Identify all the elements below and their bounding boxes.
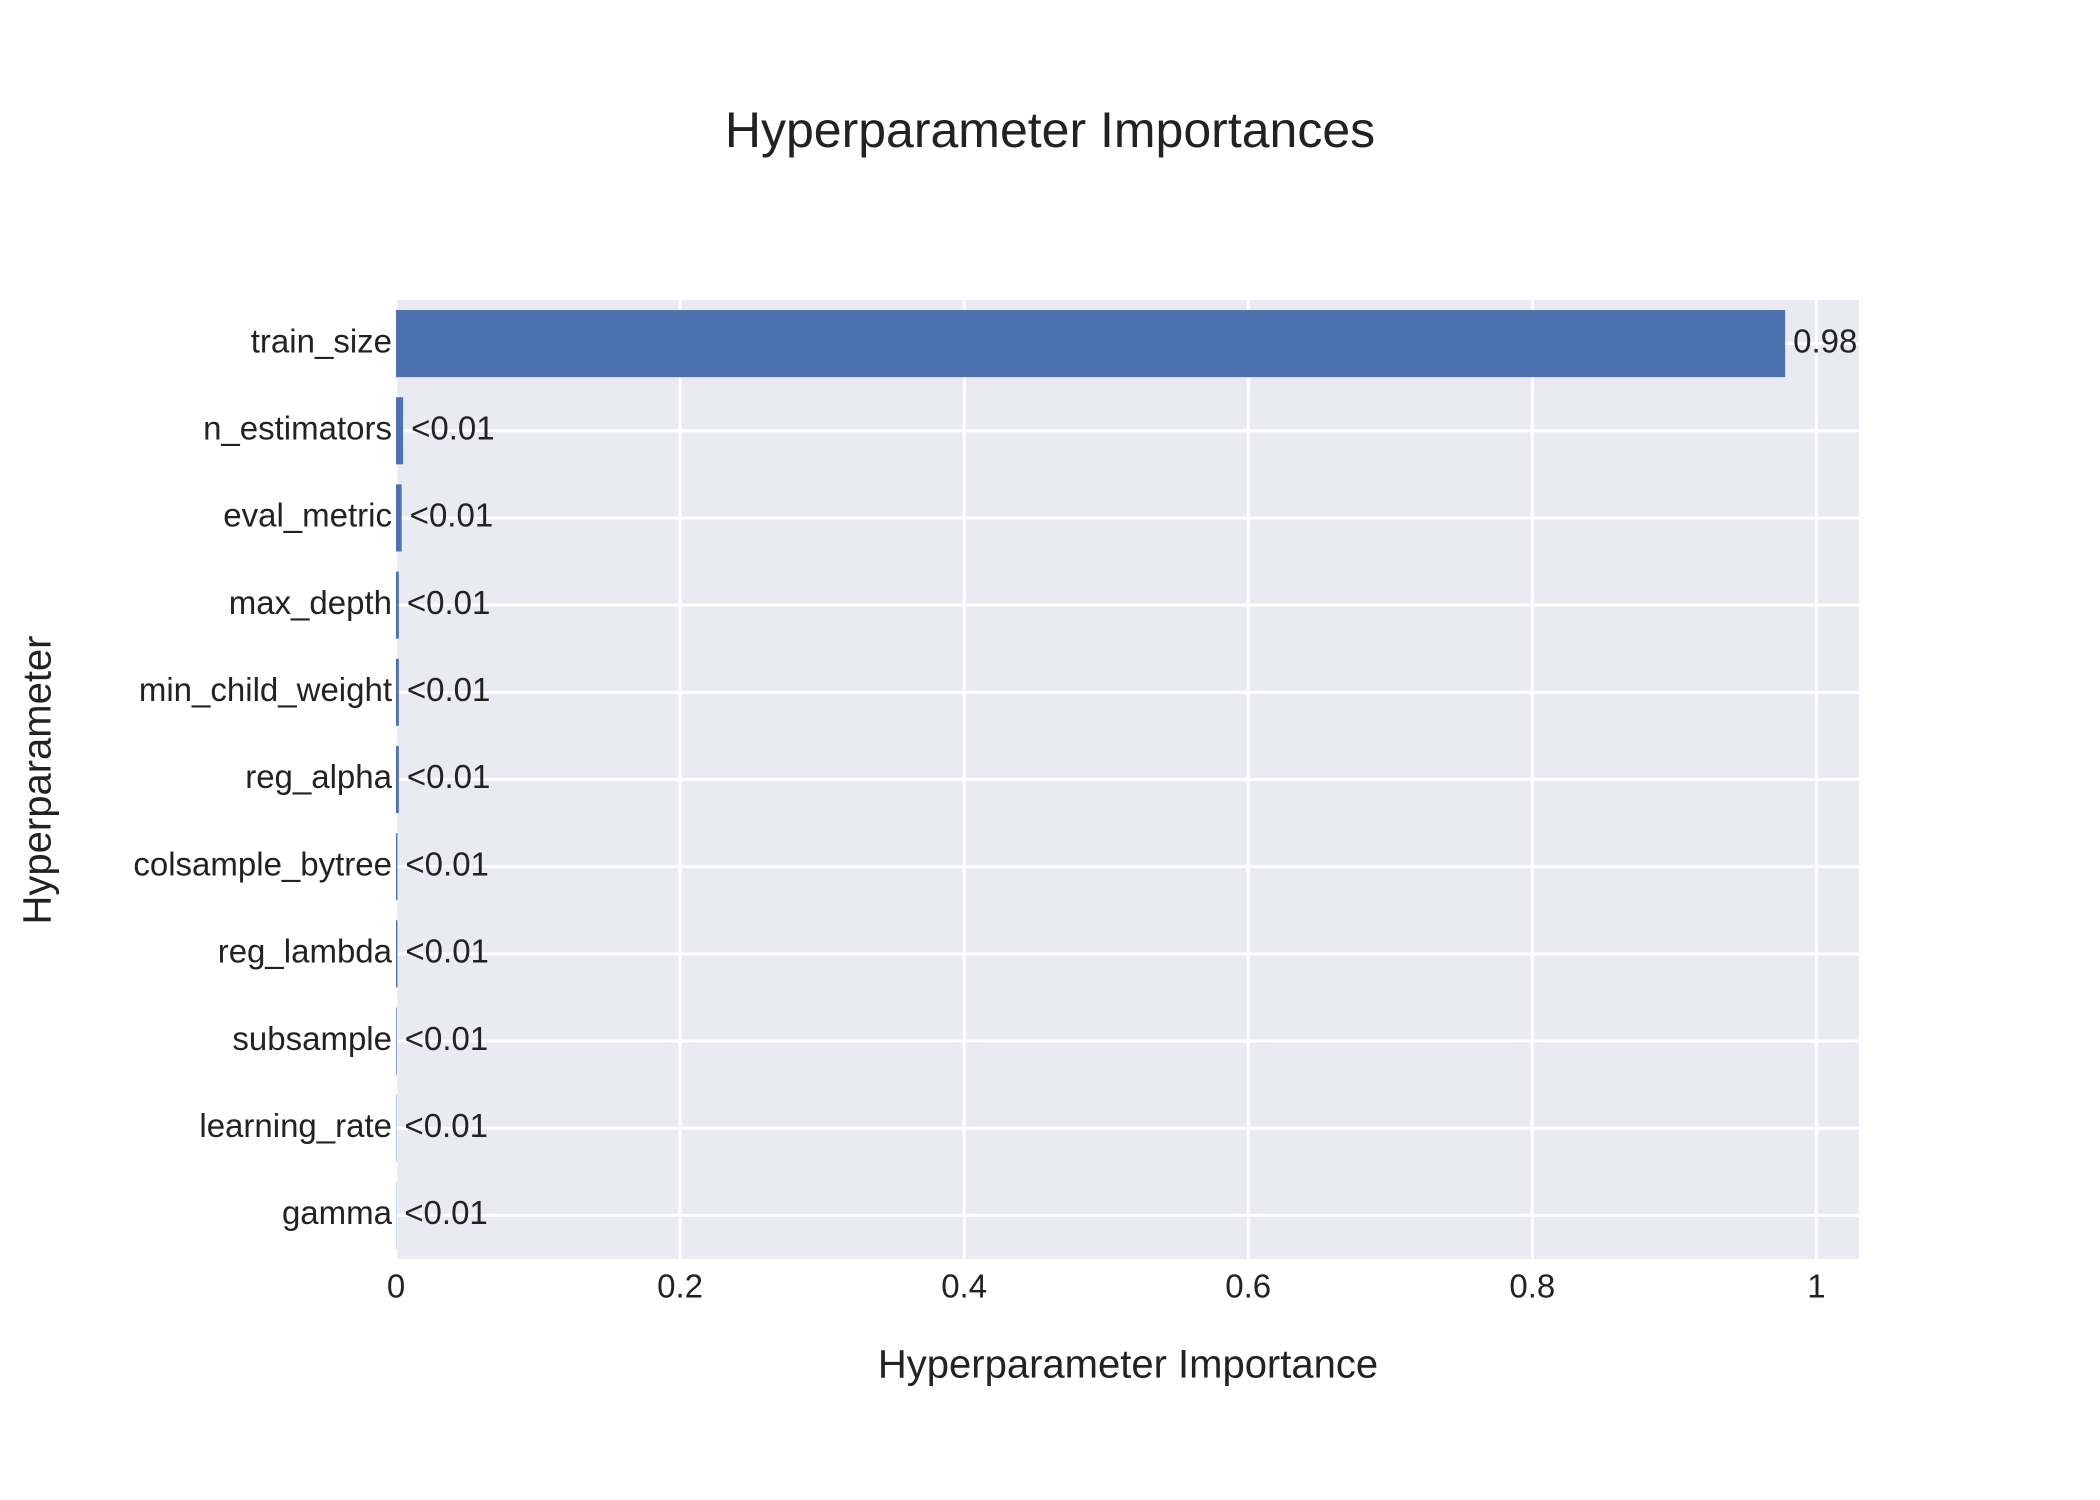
y-tick-label: min_child_weight bbox=[139, 671, 392, 708]
bar bbox=[396, 658, 399, 726]
bar bbox=[396, 745, 399, 814]
x-tick-label: 0 bbox=[387, 1268, 405, 1305]
value-label: <0.01 bbox=[407, 758, 491, 795]
y-tick-label: eval_metric bbox=[223, 497, 392, 534]
x-axis-title: Hyperparameter Importance bbox=[878, 1343, 1378, 1387]
value-label: <0.01 bbox=[407, 671, 491, 708]
value-label: <0.01 bbox=[404, 1194, 488, 1231]
value-label: <0.01 bbox=[405, 845, 489, 882]
x-tick-label: 0.6 bbox=[1225, 1268, 1271, 1305]
chart-title: Hyperparameter Importances bbox=[725, 102, 1375, 158]
y-tick-label: subsample bbox=[232, 1020, 392, 1057]
y-tick-label: n_estimators bbox=[203, 409, 392, 446]
x-tick-label: 0.4 bbox=[941, 1268, 987, 1305]
value-label: <0.01 bbox=[407, 584, 491, 621]
y-tick-label: gamma bbox=[282, 1194, 393, 1231]
value-label: <0.01 bbox=[405, 1020, 489, 1057]
y-tick-label: train_size bbox=[251, 322, 392, 359]
value-label: <0.01 bbox=[404, 1107, 488, 1144]
y-tick-label: reg_alpha bbox=[245, 758, 392, 795]
y-tick-label: learning_rate bbox=[199, 1107, 392, 1144]
bar bbox=[396, 920, 398, 988]
x-tick-label: 1 bbox=[1807, 1268, 1825, 1305]
y-axis-title: Hyperparameter bbox=[16, 635, 60, 924]
value-label: <0.01 bbox=[411, 409, 495, 446]
bar bbox=[396, 1007, 397, 1075]
bar bbox=[396, 833, 398, 901]
bar bbox=[396, 571, 399, 639]
x-tick-label: 0.2 bbox=[657, 1268, 703, 1305]
value-label: <0.01 bbox=[410, 497, 494, 534]
value-label: 0.98 bbox=[1793, 322, 1857, 359]
value-label: <0.01 bbox=[405, 933, 489, 970]
y-tick-label: colsample_bytree bbox=[133, 845, 392, 882]
bar bbox=[396, 484, 402, 552]
x-tick-label: 0.8 bbox=[1509, 1268, 1555, 1305]
y-tick-label: reg_lambda bbox=[218, 933, 393, 970]
y-tick-label: max_depth bbox=[229, 584, 392, 621]
bar bbox=[396, 397, 404, 465]
bar bbox=[396, 310, 1786, 378]
